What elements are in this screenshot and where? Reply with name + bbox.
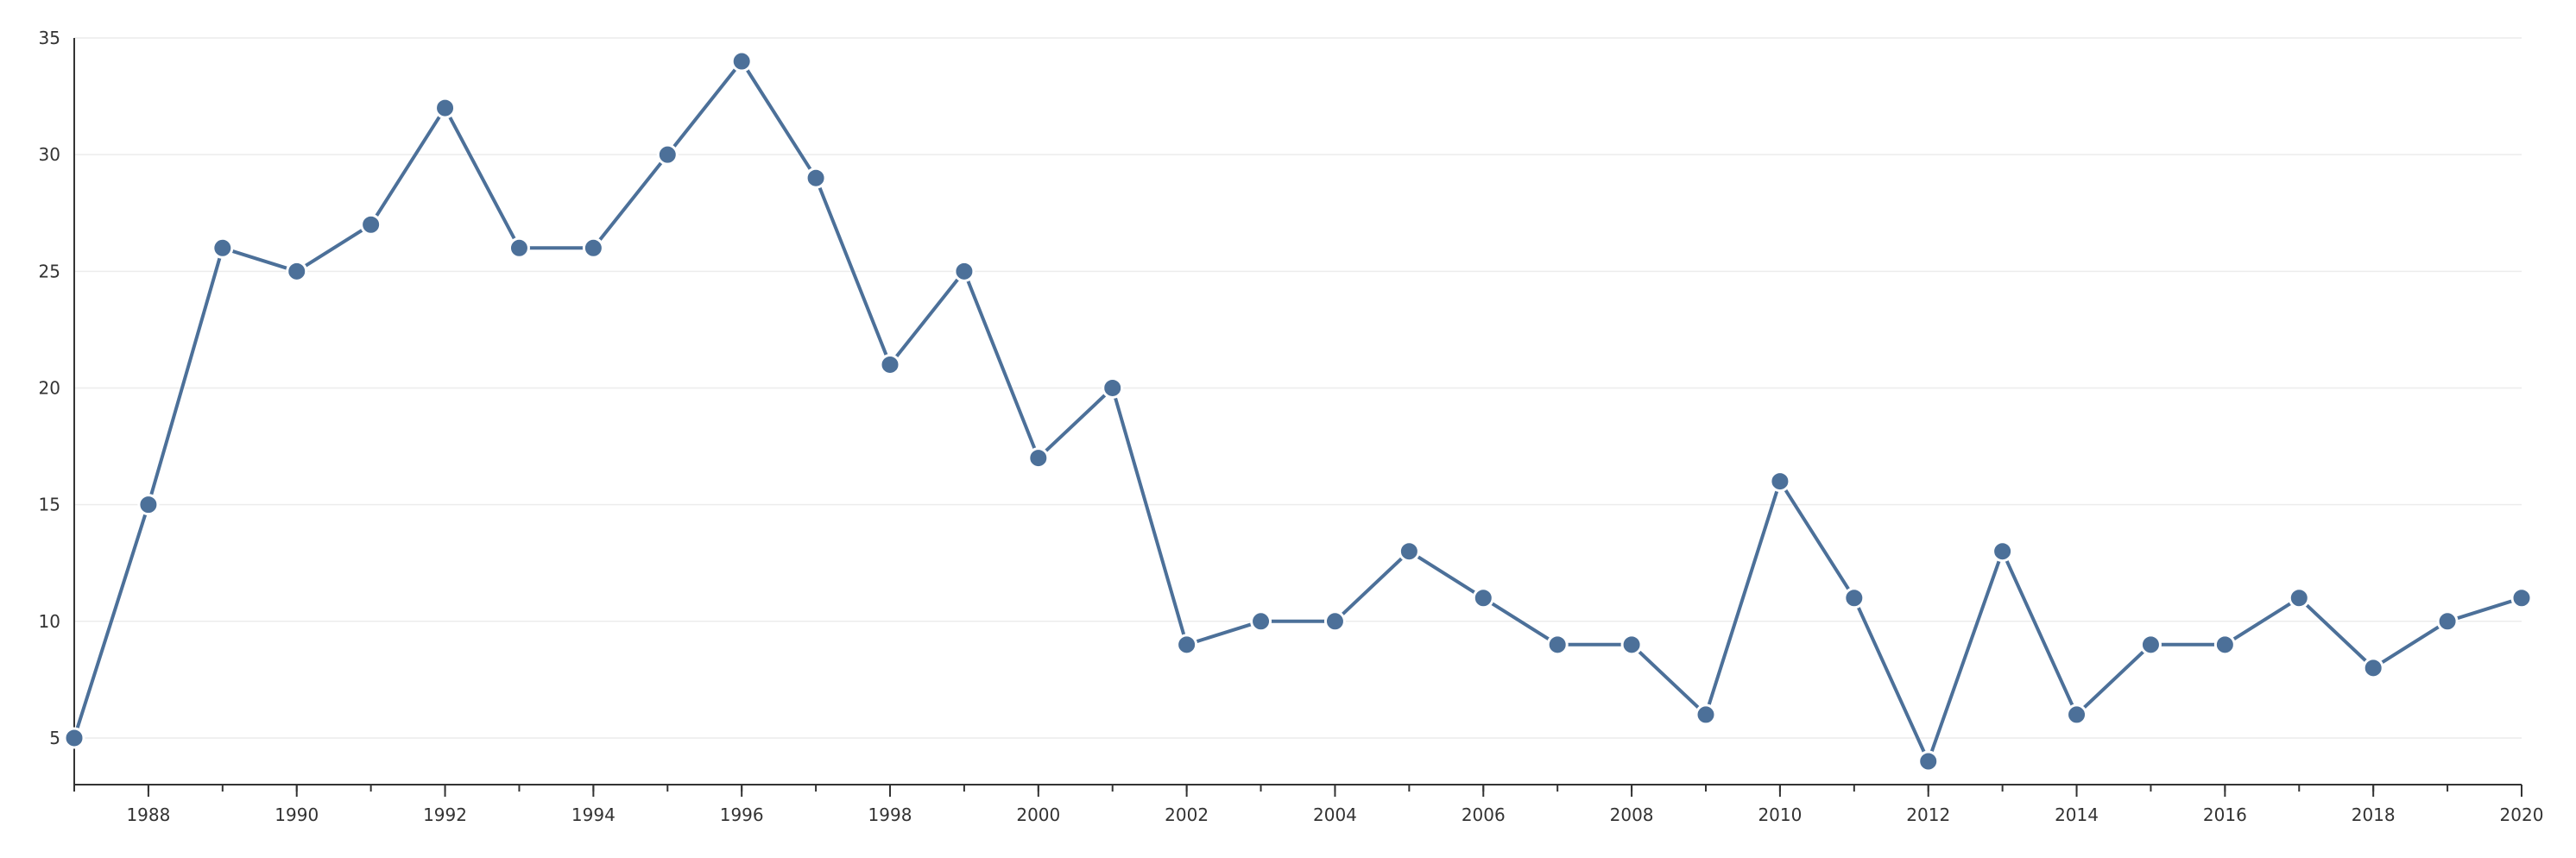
data-point-2008[interactable]	[1620, 634, 1643, 656]
data-point-1994[interactable]	[582, 237, 604, 259]
data-point-1991[interactable]	[360, 213, 382, 236]
data-point-1990[interactable]	[286, 260, 308, 282]
y-tick-label: 5	[49, 728, 60, 748]
data-point-2007[interactable]	[1546, 634, 1569, 656]
data-point-1992[interactable]	[434, 97, 457, 119]
data-point-2014[interactable]	[2066, 703, 2088, 726]
data-point-1988[interactable]	[137, 494, 160, 516]
data-point-1995[interactable]	[656, 143, 679, 166]
data-point-2004[interactable]	[1323, 610, 1346, 633]
data-point-2009[interactable]	[1695, 703, 1717, 726]
x-tick-label: 2016	[2203, 804, 2247, 825]
data-point-2013[interactable]	[1992, 540, 2014, 563]
data-point-2006[interactable]	[1472, 587, 1494, 609]
gridlines	[74, 37, 2522, 739]
data-point-2019[interactable]	[2436, 610, 2459, 633]
data-point-2003[interactable]	[1250, 610, 1272, 633]
x-tick-label: 2010	[1758, 804, 1802, 825]
x-tick-label: 2004	[1313, 804, 1357, 825]
data-point-2002[interactable]	[1176, 634, 1198, 656]
x-tick-label: 1988	[126, 804, 170, 825]
data-point-1996[interactable]	[730, 50, 753, 73]
x-tick-label: 2014	[2055, 804, 2099, 825]
data-point-1999[interactable]	[953, 260, 975, 282]
data-point-1987[interactable]	[63, 727, 85, 749]
data-point-2012[interactable]	[1917, 750, 1940, 773]
y-tick-label: 35	[39, 28, 60, 48]
y-tick-label: 20	[39, 377, 60, 398]
data-point-1997[interactable]	[805, 167, 827, 189]
x-tick-label: 2000	[1016, 804, 1060, 825]
y-tick-label: 30	[39, 144, 60, 165]
data-point-2020[interactable]	[2510, 587, 2533, 609]
data-point-1993[interactable]	[508, 237, 530, 259]
y-tick-label: 15	[39, 495, 60, 515]
x-tick-label: 1996	[720, 804, 764, 825]
data-point-2016[interactable]	[2213, 634, 2236, 656]
data-point-1998[interactable]	[879, 353, 901, 375]
data-point-1989[interactable]	[212, 237, 234, 259]
x-tick-label: 2020	[2500, 804, 2544, 825]
x-tick-label: 2008	[1610, 804, 1654, 825]
x-tick-label: 1990	[275, 804, 319, 825]
x-tick-label: 2002	[1165, 804, 1209, 825]
x-tick-label: 1992	[423, 804, 467, 825]
data-point-2017[interactable]	[2288, 587, 2310, 609]
x-tick-label: 2006	[1462, 804, 1506, 825]
data-point-2018[interactable]	[2362, 657, 2384, 679]
series-line	[73, 60, 2523, 763]
data-point-2001[interactable]	[1102, 376, 1124, 399]
y-tick-label: 25	[39, 261, 60, 281]
data-point-2005[interactable]	[1398, 540, 1420, 563]
axes: 5 10 15 20 25 30 35 1988 1990 1992 1994 1996 1998 200…	[39, 28, 2544, 825]
y-tick-label: 10	[39, 611, 60, 632]
data-point-2015[interactable]	[2139, 634, 2162, 656]
data-point-2000[interactable]	[1027, 447, 1050, 470]
data-point-2011[interactable]	[1843, 587, 1866, 609]
x-tick-label: 2018	[2352, 804, 2396, 825]
x-tick-label: 1994	[571, 804, 616, 825]
data-series	[63, 50, 2533, 773]
x-tick-label: 2012	[1906, 804, 1950, 825]
x-tick-label: 1998	[868, 804, 912, 825]
data-point-2010[interactable]	[1769, 470, 1791, 493]
